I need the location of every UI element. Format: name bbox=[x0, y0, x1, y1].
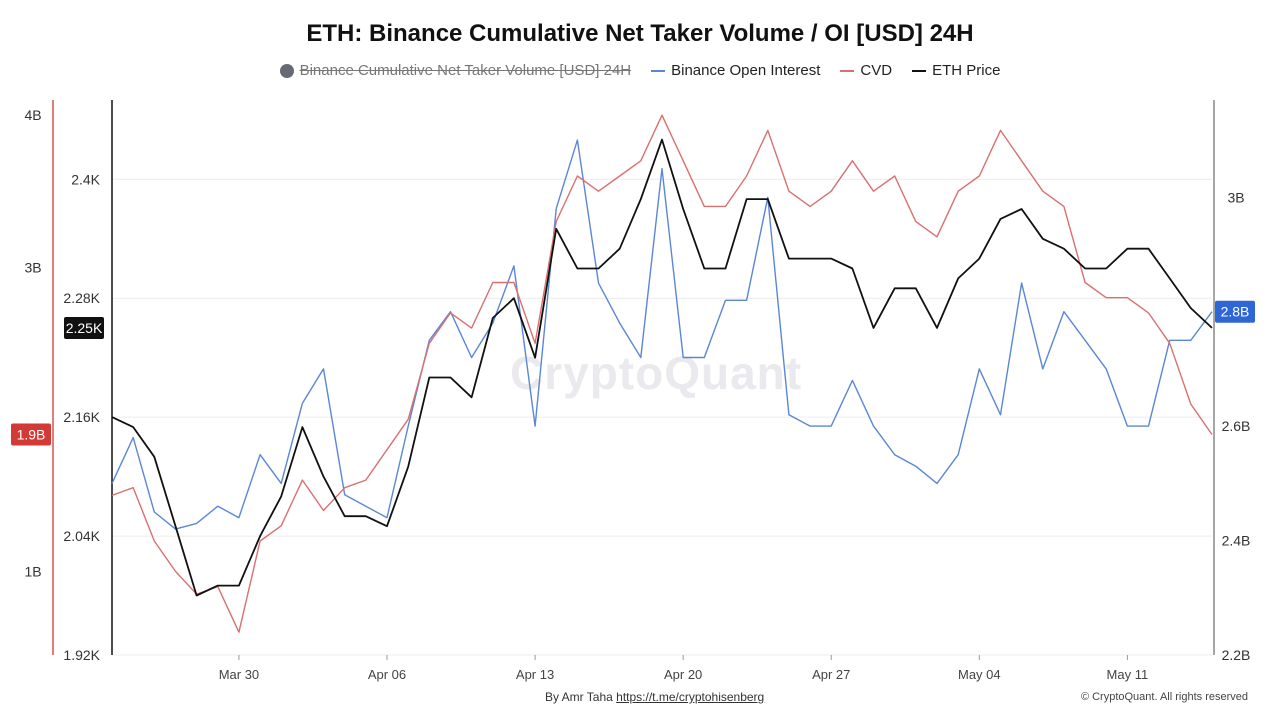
legend-line-icon bbox=[651, 69, 666, 72]
chart-title: ETH: Binance Cumulative Net Taker Volume… bbox=[306, 20, 974, 47]
price-tick-label: 2.4K bbox=[71, 171, 100, 187]
volume-tick-label: 1B bbox=[24, 563, 41, 579]
volume-tick-label: 3B bbox=[24, 259, 41, 275]
oi-tick-label: 2.2B bbox=[1222, 647, 1251, 663]
oi-current-tag-bg bbox=[1215, 300, 1255, 323]
byline-text: By Amr Taha bbox=[545, 690, 617, 704]
watermark: CryptoQuant bbox=[510, 347, 803, 399]
price-current-tag-bg bbox=[64, 316, 104, 339]
copyright: © CryptoQuant. All rights reserved bbox=[1080, 691, 1248, 703]
byline: By Amr Taha https://t.me/cryptohisenberg bbox=[545, 690, 764, 704]
oi-tick-label: 2.6B bbox=[1222, 418, 1251, 434]
series-line-eth-price bbox=[111, 138, 1213, 597]
legend-label: Binance Cumulative Net Taker Volume [USD… bbox=[299, 62, 632, 79]
legend-line-icon bbox=[840, 69, 855, 72]
legend-label: Binance Open Interest bbox=[671, 62, 821, 79]
x-tick-label: Mar 30 bbox=[219, 667, 259, 682]
legend-label: CVD bbox=[860, 62, 893, 79]
volume-current-tag: 1.9B bbox=[17, 427, 46, 443]
oi-tick-label: 3B bbox=[1227, 189, 1244, 205]
x-tick-label: May 11 bbox=[1107, 667, 1149, 682]
volume-tick-label: 4B bbox=[24, 107, 41, 123]
x-tick-label: Apr 13 bbox=[516, 667, 554, 682]
legend-item-eth-price[interactable]: ETH Price bbox=[912, 62, 1000, 79]
legend-item-cvd[interactable]: CVD bbox=[840, 62, 892, 79]
legend: Binance Cumulative Net Taker Volume [USD… bbox=[0, 62, 1280, 79]
byline-link[interactable]: https://t.me/cryptohisenberg bbox=[616, 690, 765, 704]
x-tick-label: Apr 20 bbox=[664, 667, 702, 682]
series-line-binance-open-interest bbox=[111, 139, 1213, 530]
price-tick-label: 2.28K bbox=[63, 290, 100, 306]
legend-label: ETH Price bbox=[932, 62, 1001, 79]
price-tick-label: 2.04K bbox=[63, 528, 100, 544]
legend-item-net-taker-volume[interactable]: Binance Cumulative Net Taker Volume [USD… bbox=[279, 62, 632, 79]
legend-line-icon bbox=[912, 69, 927, 72]
volume-current-tag-bg bbox=[11, 423, 51, 446]
series-line-cvd bbox=[111, 114, 1213, 633]
legend-dot-icon bbox=[279, 63, 294, 78]
price-tick-label: 2.16K bbox=[63, 409, 100, 425]
x-tick-label: Apr 27 bbox=[812, 667, 850, 682]
x-tick-label: May 04 bbox=[958, 667, 1001, 682]
legend-item-open-interest[interactable]: Binance Open Interest bbox=[651, 62, 820, 79]
oi-current-tag: 2.8B bbox=[1221, 304, 1250, 320]
oi-tick-label: 2.4B bbox=[1222, 533, 1251, 549]
x-tick-label: Apr 06 bbox=[368, 667, 406, 682]
price-current-tag: 2.25K bbox=[66, 320, 103, 336]
price-tick-label: 1.92K bbox=[63, 647, 100, 663]
